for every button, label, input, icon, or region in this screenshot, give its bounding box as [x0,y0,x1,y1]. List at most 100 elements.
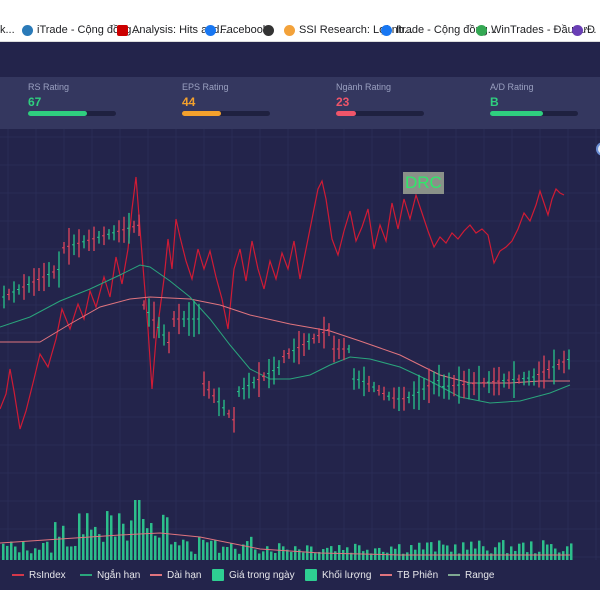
volume-bar [46,541,49,560]
volume-bar [450,551,453,560]
bookmark-item[interactable]: Analysis: Hits and... [117,21,229,39]
volume-bar [334,551,337,560]
volume-bar [6,545,9,560]
bookmark-item[interactable]: WinTrades - Đầu tư... [476,21,596,39]
volume-bar [22,541,25,560]
volume-bar [366,549,369,560]
chart-legend: RsIndex Ngắn hạn Dài hạn Giá trong ngày Khối… [0,560,600,590]
volume-bar [214,540,217,560]
rating-bar-fill [28,111,87,116]
volume-bar [54,522,57,560]
volume-bar [114,536,117,560]
volume-bar [202,539,205,560]
price-chart[interactable] [0,129,600,560]
volume-bar [522,542,525,560]
volume-bar [198,536,201,560]
volume-bar [150,523,153,560]
rating-label: EPS Rating [182,82,229,92]
volume-bar [58,536,61,560]
bookmark-item[interactable]: Facebook [205,21,268,39]
volume-bar [126,540,129,560]
volume-bar [130,520,133,560]
volume-bar [310,546,313,560]
legend-swatch [305,569,317,581]
bookmark-item[interactable]: iTrade - Cộng đồng... [22,21,141,39]
volume-bar [78,513,81,560]
bookmark-item[interactable]: Đ [572,21,595,39]
volume-bar [526,552,529,560]
bookmarks-bar: k... iTrade - Cộng đồng... Analysis: Hits … [0,0,600,42]
volume-bar [510,546,513,560]
volume-bar [110,515,113,560]
volume-bar [190,551,193,560]
bookmark-label: Itrade - Cộng đồng... [396,24,497,36]
bookmark-item[interactable]: k... [0,21,15,39]
legend-swatch [448,574,460,576]
volume-bar [458,553,461,560]
legend-item[interactable]: TB Phiên [380,568,438,582]
legend-item[interactable]: Dài hạn [150,568,201,582]
volume-bar [462,542,465,560]
volume-bar [286,549,289,560]
ssi-icon [284,24,295,36]
long-ma-line [0,296,570,384]
volume-bar [350,552,353,560]
legend-swatch [150,574,162,576]
volume-bar [170,544,173,560]
globe-icon [263,24,274,36]
bookmark-label: Facebook [220,24,269,36]
legend-item[interactable]: Range [448,568,494,582]
volume-bar [222,546,225,560]
volume-bar [42,542,45,560]
volume-bar [306,545,309,560]
partial-bookmark-icon [572,24,583,36]
volume-bar [430,542,433,560]
volume-bar [294,546,297,560]
volume-bar [386,552,389,560]
volume-bar [98,534,101,560]
legend-item[interactable]: Khối lượng [305,568,371,582]
volume-bar [218,552,221,560]
volume-bar [162,514,165,560]
rating-rs: RS Rating 67 [28,77,138,129]
legend-item[interactable]: RsIndex [12,568,66,582]
rsindex-line [0,176,565,430]
volume-bar [362,551,365,560]
legend-item[interactable]: Giá trong ngày [212,568,295,582]
legend-swatch [380,574,392,576]
volume-bar [274,552,277,560]
legend-label: Range [465,569,495,581]
volume-bar [94,526,97,560]
bookmark-item[interactable] [263,21,278,39]
volume-bar [166,517,169,560]
volume-bar [118,513,121,560]
bookmark-item[interactable]: Itrade - Cộng đồng... [381,21,497,39]
volume-bar [174,541,177,560]
volume-bar [454,544,457,560]
volume-bar [134,500,137,560]
volume-bar [354,543,357,560]
volume-bar [226,547,229,560]
legend-label: Dài hạn [167,569,202,581]
volume-bar [122,523,125,560]
volume-bar [74,545,77,560]
volume-bar [182,539,185,560]
legend-item[interactable]: Ngắn hạn [80,568,140,582]
volume-bar [426,542,429,560]
rating-value: 23 [336,95,350,109]
volume-bar [554,548,557,560]
rating-eps: EPS Rating 44 [182,77,292,129]
chart-canvas [0,129,600,560]
volume-bar [410,545,413,560]
rating-bar-fill [490,111,543,116]
bookmark-label: k... [0,24,15,36]
volume-bar [478,540,481,560]
volume-bar [70,546,73,560]
volume-bar [438,540,441,560]
volume-bar [262,551,265,560]
volume-bar [82,534,85,560]
volume-bar [30,553,33,560]
volume-bar [194,553,197,560]
volume-bar [562,551,565,560]
volume-bar [266,546,269,560]
